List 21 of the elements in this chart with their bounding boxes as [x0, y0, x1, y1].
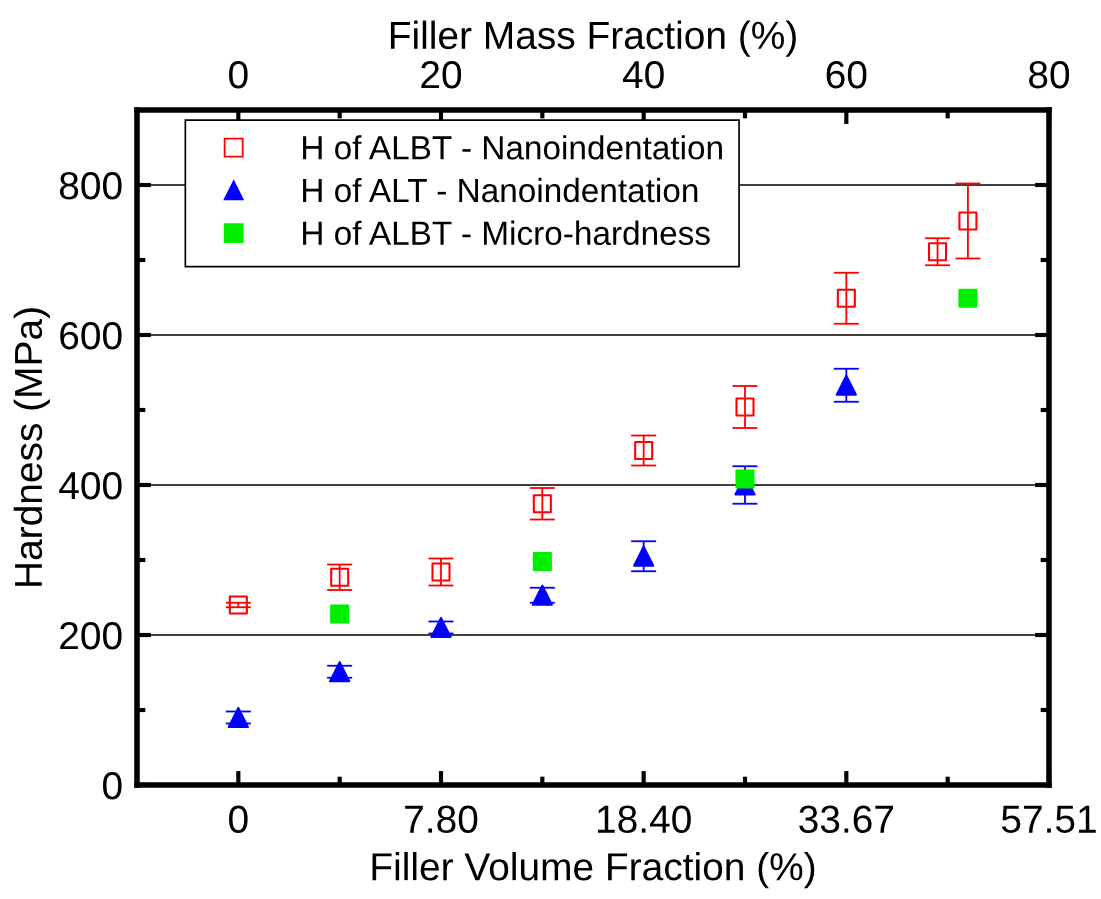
x-tick-label: 40 [622, 60, 664, 89]
y-axis-title: Hardness (MPa) [13, 308, 50, 586]
y-tick-label: 0 [103, 771, 122, 800]
x-tick-label: 20 [421, 60, 462, 89]
x2-axis-title: Filler Volume Fraction (%) [372, 851, 815, 889]
annotation: 0 [229, 805, 248, 834]
y-tick-label: 600 [60, 321, 122, 350]
annotation: 18.40 [597, 805, 691, 834]
y-tick-label: 800 [59, 171, 122, 200]
x-tick-label: 80 [1029, 60, 1070, 89]
text: 57.51 [1001, 805, 1096, 834]
x-tick-label: 0 [229, 60, 248, 89]
y-tick-label: 400 [59, 471, 122, 500]
x-axis-title: Filler Mass Fraction (%) [390, 20, 796, 57]
legend-label: H of ALBT - Nanoindentation [303, 135, 722, 160]
legend-label: H of ALBT - Micro-hardness [303, 220, 710, 246]
x-tick-label: 60 [826, 60, 867, 89]
y-tick-label: 200 [60, 621, 122, 650]
annotation: 7.80 [405, 805, 478, 834]
annotation: 33.67 [799, 805, 894, 834]
legend-label: H of ALT - Nanoindentation [303, 177, 698, 203]
